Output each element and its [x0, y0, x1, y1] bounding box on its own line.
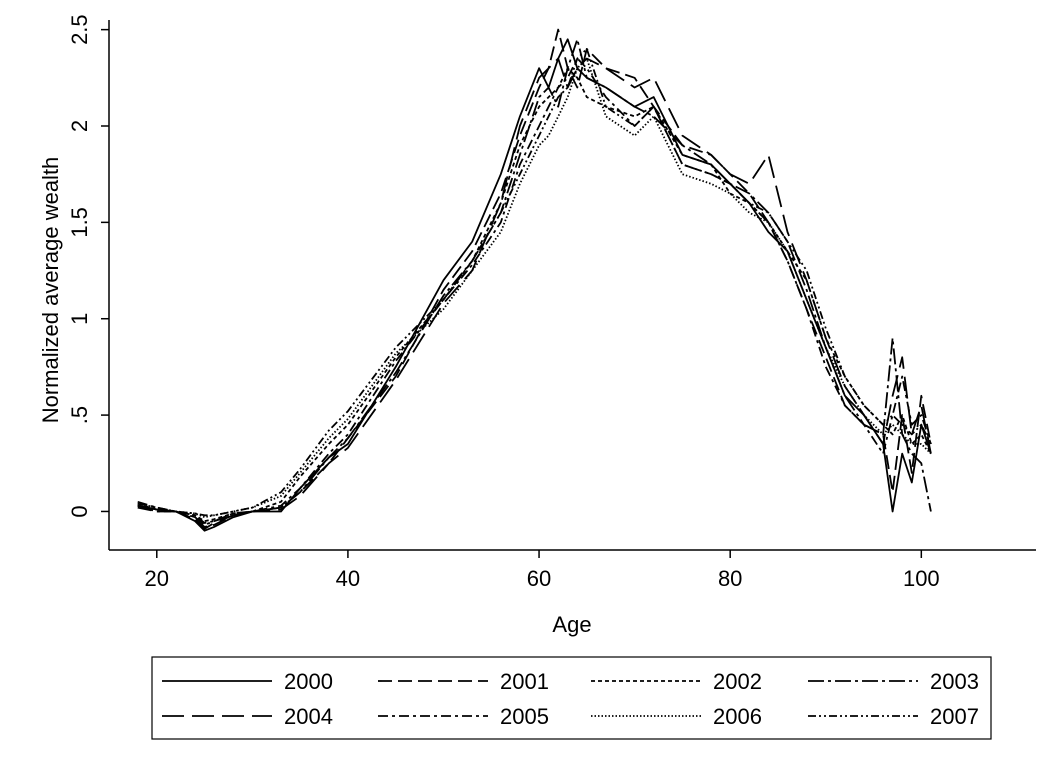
legend-label-2003: 2003	[930, 669, 979, 694]
legend-label-2000: 2000	[284, 669, 333, 694]
series-line-2005	[137, 57, 932, 524]
legend-label-2005: 2005	[500, 704, 549, 729]
legend-label-2001: 2001	[500, 669, 549, 694]
x-tick-label: 20	[145, 566, 169, 591]
y-tick-label: 2	[67, 120, 92, 132]
y-tick-label: 1.5	[67, 207, 92, 238]
y-tick-label: 0	[67, 505, 92, 517]
legend-label-2007: 2007	[930, 704, 979, 729]
y-axis-label: Normalized average wealth	[38, 157, 63, 424]
x-tick-label: 80	[718, 566, 742, 591]
legend-label-2002: 2002	[713, 669, 762, 694]
series-line-2006	[137, 57, 932, 519]
legend-box	[151, 656, 992, 740]
x-tick-label: 60	[527, 566, 551, 591]
x-axis-label: Age	[552, 612, 591, 637]
y-tick-label: 1	[67, 313, 92, 325]
y-tick-label: 2.5	[67, 14, 92, 45]
legend-label-2006: 2006	[713, 704, 762, 729]
x-tick-label: 40	[336, 566, 360, 591]
legend-label-2004: 2004	[284, 704, 333, 729]
x-tick-label: 100	[903, 566, 940, 591]
y-tick-label: .5	[67, 406, 92, 424]
series-line-2007	[137, 48, 932, 517]
